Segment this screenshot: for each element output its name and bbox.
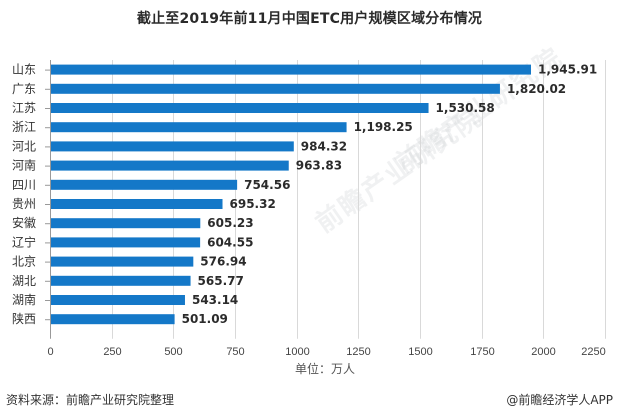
bar: [51, 179, 238, 190]
value-label: 1,530.58: [436, 101, 495, 115]
value-label: 1,945.91: [538, 63, 597, 77]
x-tick-label: 1000: [285, 346, 309, 358]
bar: [51, 256, 194, 267]
value-label: 984.32: [301, 139, 347, 153]
value-label: 1,198.25: [354, 120, 413, 134]
x-axis-label: 单位：万人: [294, 362, 355, 376]
bar: [51, 103, 429, 113]
bar: [51, 295, 185, 305]
category-label: 山东: [12, 63, 36, 77]
bar: [51, 83, 500, 94]
x-tick-label: 2250: [581, 346, 605, 358]
x-tick-label: 500: [164, 346, 182, 358]
bars: [45, 64, 531, 325]
bar: [51, 199, 223, 209]
x-tick-label: 1500: [408, 346, 432, 358]
x-tick-labels: 0 250 500 750 1000 1250 1500 1750 2000 2250: [47, 346, 605, 358]
category-label: 四川: [12, 178, 36, 192]
bar: [51, 122, 347, 133]
x-tick-label: 250: [103, 346, 121, 358]
bar: [51, 160, 289, 171]
value-label: 605.23: [207, 216, 253, 230]
category-label: 浙江: [12, 120, 36, 134]
x-tick-label: 750: [226, 346, 244, 358]
x-tick-label: 2000: [531, 346, 555, 358]
value-label: 565.77: [198, 274, 244, 288]
x-tick-label: 0: [47, 346, 53, 358]
bar: [51, 275, 191, 286]
x-tick-label: 1250: [346, 346, 370, 358]
category-label: 广东: [12, 82, 36, 96]
category-label: 贵州: [12, 197, 36, 211]
x-tick-label: 1750: [470, 346, 494, 358]
bar: [51, 141, 294, 152]
category-label: 河南: [12, 158, 36, 173]
category-label: 湖北: [12, 273, 36, 288]
value-label: 604.55: [207, 235, 253, 249]
source-note: 资料来源：前瞻产业研究院整理: [6, 393, 175, 407]
category-label: 北京: [12, 255, 36, 269]
value-label: 501.09: [182, 312, 228, 326]
value-label: 1,820.02: [507, 82, 566, 96]
chart-title: 截止至2019年前11月中国ETC用户规模区域分布情况: [136, 11, 483, 27]
value-labels: 1,945.91 1,820.02 1,530.58 1,198.25 984.32 96…: [182, 63, 598, 327]
category-label: 湖南: [12, 292, 36, 307]
bar: [51, 237, 201, 248]
bar: [51, 314, 175, 325]
category-label: 辽宁: [12, 234, 36, 249]
value-label: 754.56: [244, 178, 290, 192]
credit-note: @前瞻经济学人APP: [506, 393, 613, 407]
value-label: 695.32: [230, 197, 276, 211]
category-label: 安徽: [12, 215, 36, 230]
category-label: 陕西: [12, 311, 36, 326]
value-label: 963.83: [296, 159, 342, 173]
bar: [51, 64, 531, 75]
value-label: 576.94: [200, 255, 246, 269]
bar: [51, 218, 201, 229]
category-label: 河北: [12, 139, 36, 153]
category-label: 江苏: [12, 101, 36, 115]
value-label: 543.14: [192, 293, 238, 307]
